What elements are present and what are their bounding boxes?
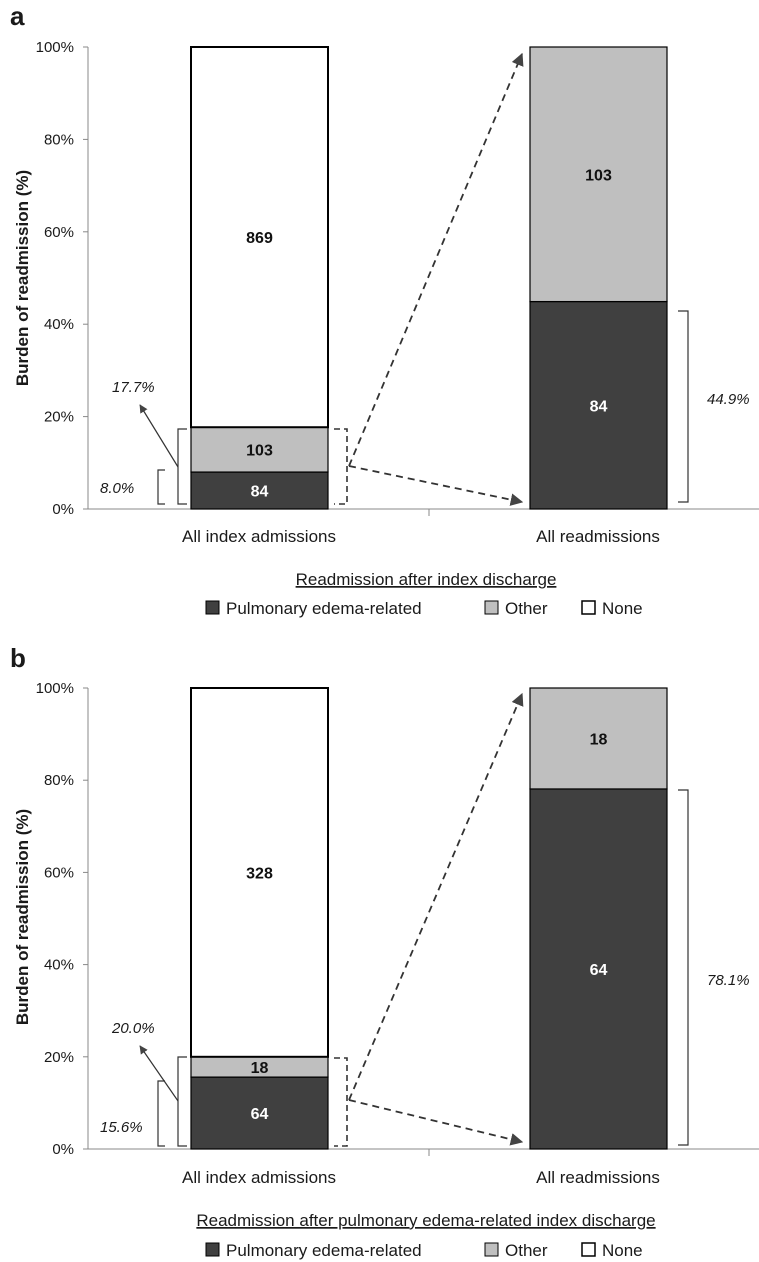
data-label: 18 <box>251 1060 269 1077</box>
y-tick-label: 80% <box>44 131 74 148</box>
annotations <box>139 692 689 1147</box>
legend-label: Pulmonary edema-related <box>226 1241 422 1260</box>
pct-index-total: 17.7% <box>112 379 155 396</box>
dashed-bracket <box>334 428 348 505</box>
dashed-arrow-up <box>348 692 524 1101</box>
bar-segment <box>190 687 329 1058</box>
panel-letter: b <box>10 643 26 673</box>
pct-index-pe: 15.6% <box>100 1119 143 1136</box>
legend-swatch-other <box>484 1242 499 1257</box>
y-tick-label: 100% <box>36 680 74 697</box>
panel-a: a Burden of readmission (%) 0% 20% 40% 60% 8… <box>10 1 759 618</box>
data-label: 64 <box>590 962 608 979</box>
y-tick-label: 20% <box>44 409 74 426</box>
legend-title: Readmission after pulmonary edema-relate… <box>196 1211 655 1230</box>
pointer-to-index-total <box>139 404 179 468</box>
pct-readm-pe: 44.9% <box>707 391 750 408</box>
y-tick-label: 20% <box>44 1049 74 1066</box>
legend-title: Readmission after index discharge <box>296 570 557 589</box>
y-axis-label: Burden of readmission (%) <box>13 170 32 386</box>
category-label: All readmissions <box>536 1168 660 1187</box>
data-label: 103 <box>246 443 273 460</box>
dashed-arrow-down <box>348 465 524 506</box>
bar-segment <box>190 1076 329 1150</box>
legend-swatch-pe <box>205 600 220 615</box>
bars: 64 18 328 64 18 <box>190 687 668 1150</box>
data-label: 64 <box>251 1106 269 1123</box>
data-label: 18 <box>590 731 608 748</box>
category-label: All index admissions <box>182 527 336 546</box>
data-label: 84 <box>251 484 269 501</box>
panel-b: b Burden of readmission (%) 0% 20% 40% 60% 8… <box>10 643 759 1260</box>
data-label: 869 <box>246 230 273 247</box>
legend: Pulmonary edema-related Other None <box>205 599 643 618</box>
y-tick-label: 40% <box>44 957 74 974</box>
legend-swatch-none <box>581 1242 596 1257</box>
y-tick-label: 100% <box>36 39 74 56</box>
bracket-index-total <box>177 428 187 505</box>
bracket-index-pe <box>157 469 165 505</box>
y-tick-label: 0% <box>52 1141 74 1158</box>
data-label: 84 <box>590 398 608 415</box>
legend: Pulmonary edema-related Other None <box>205 1241 643 1260</box>
pct-readm-pe: 78.1% <box>707 972 750 989</box>
data-label: 103 <box>585 167 612 184</box>
bracket-readm-pe <box>678 310 689 503</box>
category-label: All index admissions <box>182 1168 336 1187</box>
bar-segment <box>529 46 668 303</box>
bar-segment <box>529 300 668 510</box>
y-tick-label: 80% <box>44 772 74 789</box>
pct-index-pe: 8.0% <box>100 480 134 497</box>
y-tick-label: 40% <box>44 316 74 333</box>
y-tick-label: 60% <box>44 864 74 881</box>
dashed-arrow-down <box>348 1099 524 1146</box>
panel-letter: a <box>10 1 25 31</box>
dashed-arrow-up <box>348 52 524 467</box>
bars: 84 103 869 84 103 <box>190 46 668 510</box>
bracket-index-pe <box>157 1080 165 1147</box>
data-label: 328 <box>246 865 273 882</box>
pointer-to-index-total <box>139 1045 179 1102</box>
y-axis-label: Burden of readmission (%) <box>13 809 32 1025</box>
pct-index-total: 20.0% <box>111 1020 155 1037</box>
y-tick-label: 0% <box>52 501 74 518</box>
legend-label: None <box>602 1241 643 1260</box>
annotations <box>139 52 689 506</box>
legend-swatch-pe <box>205 1242 220 1257</box>
y-tick-label: 60% <box>44 224 74 241</box>
bracket-readm-pe <box>678 789 689 1146</box>
legend-label: Pulmonary edema-related <box>226 599 422 618</box>
bar-segment <box>529 788 668 1150</box>
bar-segment <box>529 687 668 790</box>
bar-segment <box>190 46 329 429</box>
bar-segment <box>190 426 329 473</box>
category-label: All readmissions <box>536 527 660 546</box>
legend-label: None <box>602 599 643 618</box>
legend-swatch-other <box>484 600 499 615</box>
legend-label: Other <box>505 1241 548 1260</box>
bracket-index-total <box>177 1056 187 1147</box>
dashed-bracket <box>334 1057 348 1147</box>
legend-label: Other <box>505 599 548 618</box>
legend-swatch-none <box>581 600 596 615</box>
